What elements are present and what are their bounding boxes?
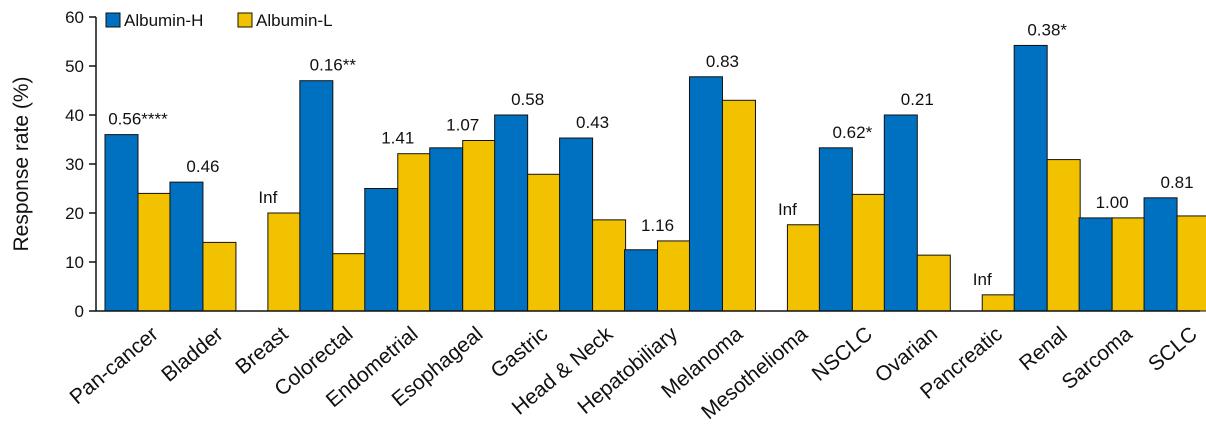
bar-albumin-l	[786, 224, 821, 312]
bar-annotation: 1.41	[381, 129, 414, 148]
bar-annotation: Inf	[778, 200, 797, 219]
bar-annotation: 1.16	[641, 216, 674, 235]
bar-albumin-h	[1143, 197, 1178, 312]
bar-annotation: 0.21	[901, 90, 934, 109]
y-tick-label: 60	[65, 8, 84, 27]
bar-albumin-h	[818, 147, 853, 312]
bar-annotation: Inf	[258, 188, 277, 207]
bar-albumin-h	[559, 137, 594, 312]
legend: Albumin-H Albumin-L	[105, 11, 333, 30]
y-axis: 0 10 20 30 40 50 60	[65, 8, 97, 321]
x-tick-label: Sarcoma	[1058, 322, 1137, 394]
y-tick-label: 0	[75, 302, 84, 321]
y-tick-label: 20	[65, 204, 84, 223]
bar-albumin-l	[462, 139, 497, 312]
bar-annotation: 0.81	[1161, 173, 1194, 192]
bar-albumin-h	[104, 134, 139, 312]
bar-annotation: 0.46	[186, 157, 219, 176]
y-tick-label: 10	[65, 253, 84, 272]
bar-albumin-l	[657, 240, 692, 312]
x-tick-label: NSCLC	[808, 322, 877, 385]
bar-albumin-h	[364, 188, 399, 312]
bar-annotation: 0.62*	[833, 123, 873, 142]
y-tick-label: 40	[65, 106, 84, 125]
legend-label-albumin-l: Albumin-L	[256, 11, 333, 30]
bar-albumin-h	[688, 76, 723, 312]
bar-albumin-l	[332, 253, 367, 312]
x-tick-label: SCLC	[1144, 322, 1202, 376]
bar-annotation: 0.58	[511, 90, 544, 109]
bar-albumin-h	[1078, 217, 1113, 312]
annotations-group: 0.56**** 0.46 Inf 0.16** 1.41 1.07 0.58 0.43 1.1…	[108, 20, 1193, 288]
bar-albumin-h	[494, 114, 529, 312]
bar-albumin-l	[397, 153, 432, 312]
bar-albumin-l	[916, 254, 951, 312]
x-tick-label: Pan-cancer	[66, 322, 163, 409]
bar-annotation: 0.38*	[1027, 20, 1067, 39]
bar-albumin-h	[883, 114, 918, 312]
bars-group	[104, 44, 1206, 312]
legend-label-albumin-h: Albumin-H	[124, 11, 203, 30]
bar-albumin-h	[299, 80, 334, 312]
bar-albumin-l	[267, 212, 302, 312]
bar-albumin-l	[981, 294, 1016, 312]
bar-albumin-h	[429, 147, 464, 312]
bar-annotation: 1.00	[1096, 193, 1129, 212]
bar-annotation: 0.56****	[108, 110, 168, 129]
bar-albumin-l	[1176, 215, 1206, 312]
x-tick-label: Breast	[231, 322, 292, 379]
bar-albumin-l	[137, 192, 172, 312]
legend-swatch-albumin-l	[237, 12, 253, 28]
bar-albumin-l	[721, 99, 756, 312]
bar-albumin-h	[624, 249, 659, 312]
y-tick-label: 50	[65, 57, 84, 76]
bar-annotation: Inf	[973, 270, 992, 289]
bar-albumin-l	[527, 173, 562, 312]
bar-albumin-l	[592, 219, 627, 312]
bar-annotation: 0.16**	[310, 56, 357, 75]
y-tick-label: 30	[65, 155, 84, 174]
bar-albumin-h	[1013, 44, 1048, 312]
bar-annotation: 1.07	[446, 115, 479, 134]
x-tick-label: Renal	[1015, 322, 1072, 375]
bar-albumin-h	[169, 181, 204, 312]
x-tick-label: Bladder	[157, 322, 227, 386]
bar-albumin-l	[1046, 159, 1081, 312]
bar-albumin-l	[202, 241, 237, 312]
bar-annotation: 0.83	[706, 52, 739, 71]
y-axis-label: Response rate (%)	[10, 76, 33, 251]
legend-swatch-albumin-h	[105, 12, 121, 28]
bar-albumin-l	[1111, 217, 1146, 312]
bar-albumin-l	[851, 193, 886, 312]
bar-annotation: 0.43	[576, 113, 609, 132]
